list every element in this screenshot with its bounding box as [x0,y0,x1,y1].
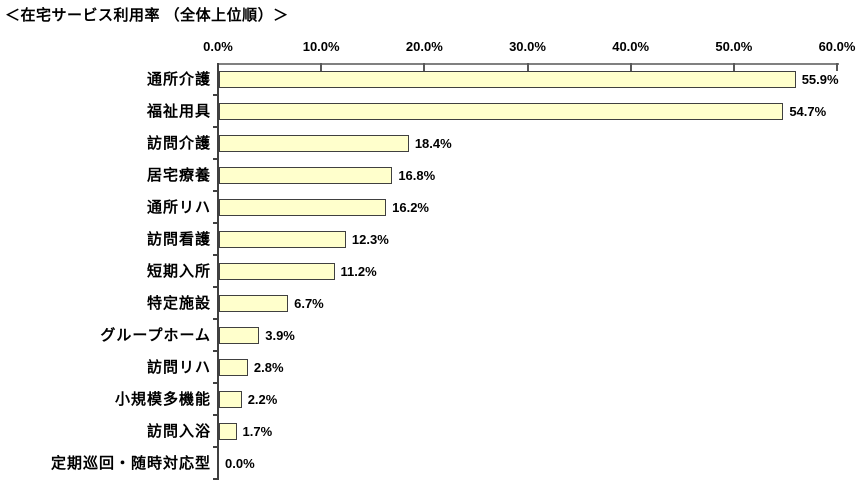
x-tick-label: 30.0% [509,39,546,54]
x-tick-mark [320,63,323,71]
x-axis-line [218,63,839,65]
bar [219,423,237,440]
value-label: 1.7% [242,424,273,439]
category-tick-mark [213,126,218,128]
x-tick-label: 40.0% [612,39,650,54]
category-label: 訪問介護 [146,135,211,152]
category-label: 小規模多機能 [114,391,211,408]
value-label: 3.9% [265,328,295,343]
category-tick-mark [213,446,218,448]
value-label: 18.4% [414,136,452,151]
category-tick-mark [213,254,218,256]
bar [219,327,259,344]
x-tick-label: 50.0% [715,39,753,54]
category-tick-mark [213,414,218,416]
category-label: 通所介護 [146,71,211,88]
bar [219,295,288,312]
value-label: 6.7% [294,296,324,311]
x-tick-mark [836,63,838,71]
category-label: 福祉用具 [146,103,211,120]
bar [219,103,783,120]
value-label: 11.2% [340,264,377,279]
category-tick-mark [213,190,218,192]
x-tick-label: 10.0% [302,39,340,54]
x-tick-mark [423,63,426,71]
value-label: 0.0% [225,456,255,471]
value-label: 2.8% [253,360,284,375]
category-label: 通所リハ [146,199,211,216]
bar [219,359,248,376]
value-label: 12.3% [351,232,389,247]
bar [219,263,335,280]
bar [219,391,242,408]
value-label: 16.8% [398,168,436,183]
bar [219,167,392,184]
value-label: 16.2% [392,200,429,215]
category-label: 短期入所 [146,263,211,280]
x-tick-label: 0.0% [203,39,233,54]
category-tick-mark [213,286,218,288]
x-tick-mark [732,63,735,71]
x-tick-label: 20.0% [405,39,443,54]
category-tick-mark [213,94,218,96]
bar [219,231,346,248]
y-axis-line [217,63,219,480]
value-label: 54.7% [789,104,827,119]
value-label: 55.9% [801,72,839,87]
category-label: グループホーム [100,327,211,344]
category-label: 訪問入浴 [146,423,211,440]
category-tick-mark [213,158,218,160]
bar [219,135,409,152]
category-tick-mark [213,478,218,480]
category-label: 特定施設 [146,295,211,312]
x-tick-mark [526,63,529,71]
category-tick-mark [213,222,218,224]
category-label: 訪問リハ [146,359,211,376]
x-tick-mark [629,63,632,71]
x-tick-label: 60.0% [818,39,856,54]
bar [219,71,796,88]
category-label: 居宅療養 [146,167,211,184]
category-label: 定期巡回・随時対応型 [50,455,211,472]
bar [219,199,386,216]
category-tick-mark [213,350,218,352]
category-tick-mark [213,382,218,384]
chart-title: ＜在宅サービス利用率 （全体上位順）＞ [5,7,289,24]
category-tick-mark [213,318,218,320]
category-label: 訪問看護 [146,231,211,248]
value-label: 2.2% [247,392,278,407]
